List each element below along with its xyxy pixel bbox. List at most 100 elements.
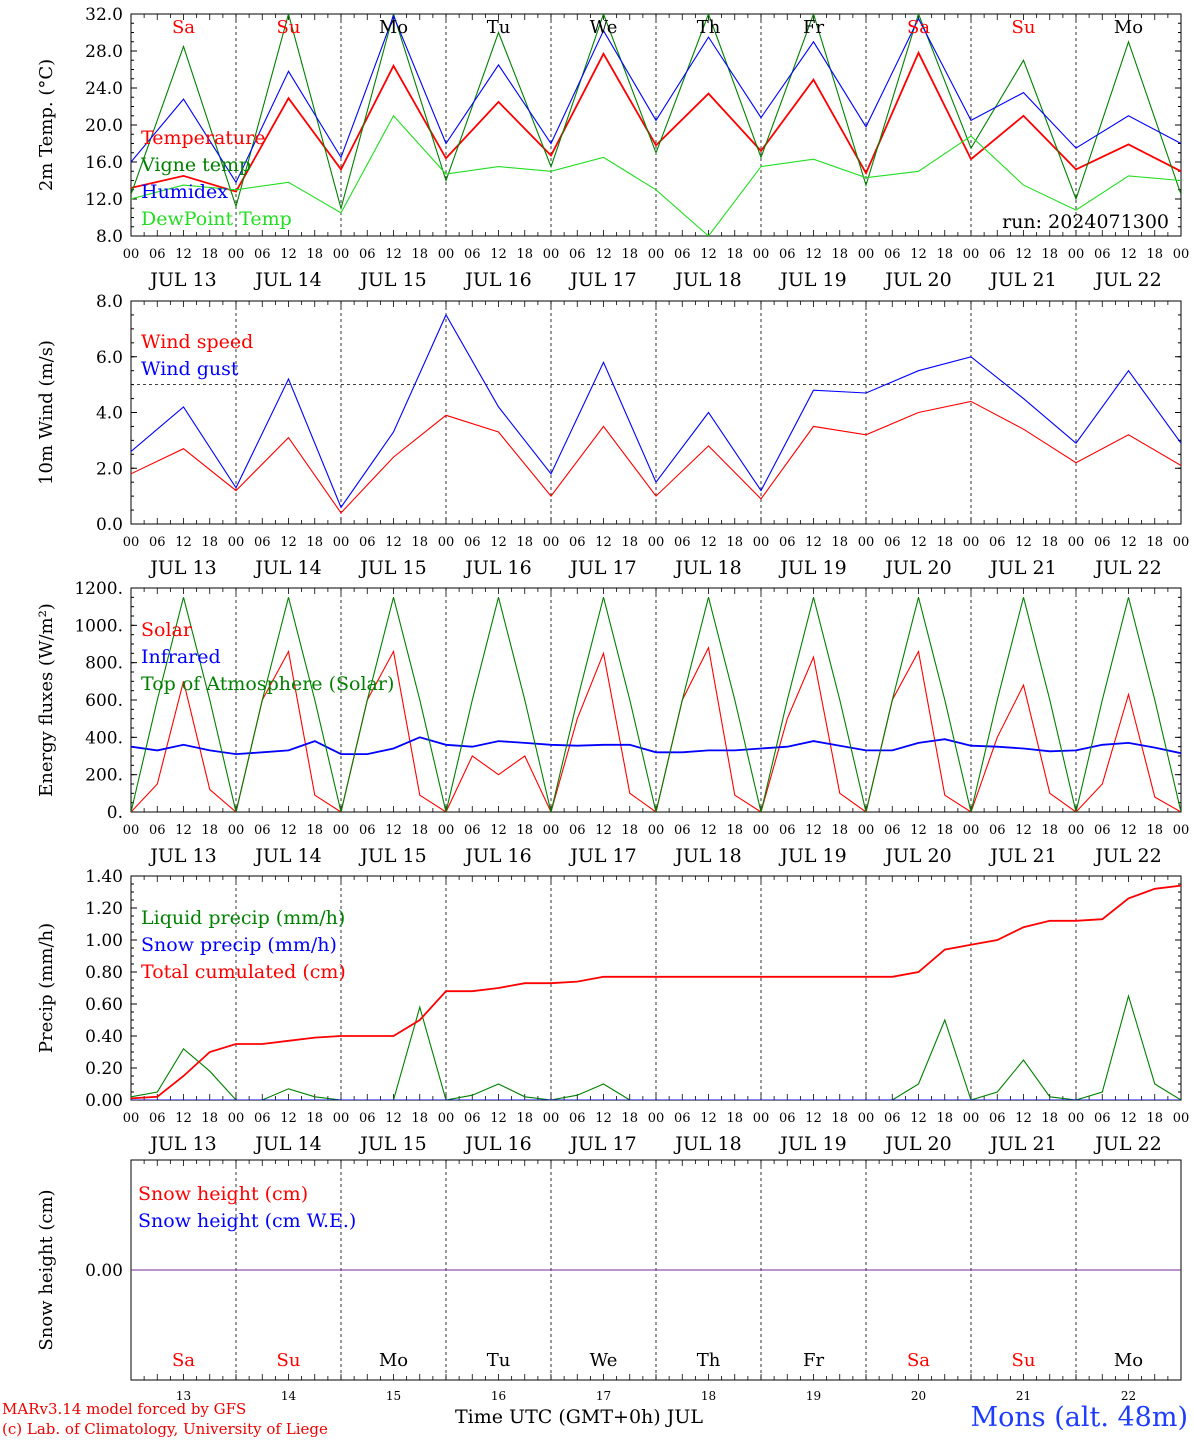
hour-tick-label: 06: [569, 535, 586, 550]
weekday-label: Tu: [487, 1350, 511, 1371]
hour-tick-label: 18: [1146, 823, 1163, 838]
date-label: JUL 15: [358, 845, 426, 867]
hour-tick-label: 00: [228, 247, 245, 262]
hour-tick-label: 12: [280, 535, 297, 550]
legend-entry: Snow precip (mm/h): [141, 934, 337, 956]
legend-entry: Liquid precip (mm/h): [141, 907, 345, 929]
day-number-label: 20: [911, 1389, 926, 1403]
hour-tick-label: 12: [385, 247, 402, 262]
hour-tick-label: 00: [123, 1111, 140, 1126]
hour-tick-label: 18: [1041, 535, 1058, 550]
legend-entry: Snow height (cm W.E.): [138, 1210, 356, 1232]
weekday-label: Tu: [487, 17, 511, 38]
hour-tick-label: 12: [490, 535, 507, 550]
date-label: JUL 22: [1093, 1133, 1161, 1155]
date-label: JUL 13: [148, 557, 216, 579]
y-tick-label: 1200.: [74, 579, 123, 599]
date-label: JUL 17: [568, 557, 636, 579]
date-label: JUL 17: [568, 845, 636, 867]
date-label: JUL 18: [673, 269, 741, 291]
hour-tick-label: 18: [411, 1111, 428, 1126]
hour-tick-label: 00: [753, 247, 770, 262]
legend-entry: Wind speed: [141, 331, 253, 353]
date-label: JUL 19: [778, 845, 846, 867]
hour-tick-label: 00: [1068, 1111, 1085, 1126]
date-label: JUL 18: [673, 845, 741, 867]
date-label: JUL 15: [358, 1133, 426, 1155]
hour-tick-label: 12: [385, 1111, 402, 1126]
hour-tick-label: 12: [280, 247, 297, 262]
date-label: JUL 14: [253, 845, 321, 867]
hour-tick-label: 06: [1094, 247, 1111, 262]
y-axis-label: 10m Wind (m/s): [36, 340, 57, 485]
weekday-label: Fr: [803, 1350, 824, 1371]
hour-tick-label: 12: [595, 535, 612, 550]
hour-tick-label: 00: [858, 1111, 875, 1126]
hour-tick-label: 18: [1041, 247, 1058, 262]
date-label: JUL 21: [988, 845, 1056, 867]
day-number-label: 19: [806, 1389, 821, 1403]
weekday-label: Mo: [1114, 17, 1143, 38]
hour-tick-label: 12: [175, 823, 192, 838]
y-axis-label: Precip (mm/h): [36, 923, 57, 1053]
hour-tick-label: 00: [123, 535, 140, 550]
date-label: JUL 16: [463, 557, 531, 579]
y-tick-label: 32.0: [85, 5, 123, 25]
hour-tick-label: 06: [779, 1111, 796, 1126]
hour-tick-label: 18: [1041, 1111, 1058, 1126]
y-tick-label: 0.00: [85, 1091, 123, 1111]
y-tick-label: 1.20: [85, 899, 123, 919]
hour-tick-label: 12: [175, 535, 192, 550]
weekday-label: Sa: [172, 17, 195, 38]
hour-tick-label: 06: [569, 247, 586, 262]
weekday-label: Fr: [803, 17, 824, 38]
hour-tick-label: 18: [831, 247, 848, 262]
hour-tick-label: 06: [884, 535, 901, 550]
hour-tick-label: 12: [700, 823, 717, 838]
hour-tick-label: 06: [254, 1111, 271, 1126]
hour-tick-label: 18: [936, 535, 953, 550]
hour-tick-label: 06: [149, 535, 166, 550]
hour-tick-label: 12: [805, 823, 822, 838]
hour-tick-label: 12: [490, 247, 507, 262]
hour-tick-label: 00: [333, 247, 350, 262]
hour-tick-label: 12: [175, 1111, 192, 1126]
weekday-label: We: [590, 1350, 618, 1371]
weekday-label: Su: [277, 1350, 301, 1371]
hour-tick-label: 18: [516, 535, 533, 550]
hour-tick-label: 18: [621, 1111, 638, 1126]
panel-4: 0.00 0.20 0.40 0.60 0.80 1.00 1.20 1.40 Precip (…: [36, 867, 1189, 1155]
y-tick-label: 0.0: [96, 515, 123, 535]
hour-tick-label: 06: [884, 247, 901, 262]
hour-tick-label: 06: [254, 247, 271, 262]
y-tick-label: 28.0: [85, 42, 123, 62]
y-tick-label: 8.0: [96, 227, 123, 247]
model-credit: MARv3.14 model forced by GFS: [2, 1400, 247, 1418]
date-label: JUL 13: [148, 1133, 216, 1155]
hour-tick-label: 06: [359, 1111, 376, 1126]
date-label: JUL 20: [883, 1133, 951, 1155]
day-number-label: 18: [701, 1389, 716, 1403]
hour-tick-label: 06: [1094, 535, 1111, 550]
hour-tick-label: 06: [989, 247, 1006, 262]
hour-tick-label: 18: [1041, 823, 1058, 838]
hour-tick-label: 18: [306, 535, 323, 550]
hour-tick-label: 12: [910, 1111, 927, 1126]
date-label: JUL 20: [883, 557, 951, 579]
hour-tick-label: 18: [201, 823, 218, 838]
hour-tick-label: 00: [648, 247, 665, 262]
hour-tick-label: 00: [228, 823, 245, 838]
hour-tick-label: 18: [201, 535, 218, 550]
hour-tick-label: 12: [805, 247, 822, 262]
hour-tick-label: 06: [149, 247, 166, 262]
date-label: JUL 13: [148, 845, 216, 867]
hour-tick-label: 06: [989, 1111, 1006, 1126]
hour-tick-label: 18: [936, 1111, 953, 1126]
hour-tick-label: 00: [858, 535, 875, 550]
hour-tick-label: 18: [621, 535, 638, 550]
hour-tick-label: 12: [1120, 1111, 1137, 1126]
date-label: JUL 18: [673, 1133, 741, 1155]
y-tick-label: 1.00: [85, 931, 123, 951]
hour-tick-label: 06: [464, 1111, 481, 1126]
hour-tick-label: 06: [569, 823, 586, 838]
